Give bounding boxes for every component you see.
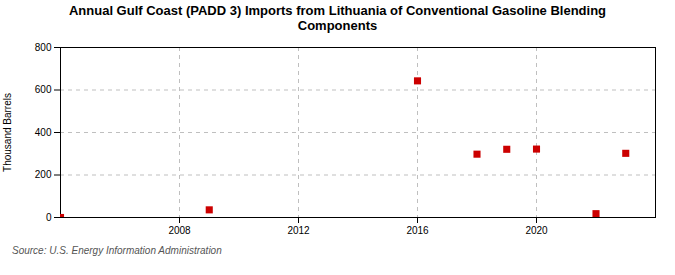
svg-text:0: 0 [46,212,52,223]
html-text:Annual Gulf Coast (PADD 3) Imp: Annual Gulf Coast (PADD 3) Imports from … [68,3,606,33]
svg-text:200: 200 [35,169,52,180]
svg-text:2008: 2008 [168,225,191,236]
html-text:Source: U.S. Energy Informatio: Source: U.S. Energy Information Administ… [12,245,222,256]
svg-text:2020: 2020 [525,225,548,236]
svg-text:Thousand Barrels: Thousand Barrels [2,93,13,172]
svg-text:800: 800 [35,42,52,53]
svg-text:400: 400 [35,127,52,138]
svg-text:2016: 2016 [406,225,429,236]
svg-text:2012: 2012 [287,225,310,236]
svg-text:600: 600 [35,84,52,95]
